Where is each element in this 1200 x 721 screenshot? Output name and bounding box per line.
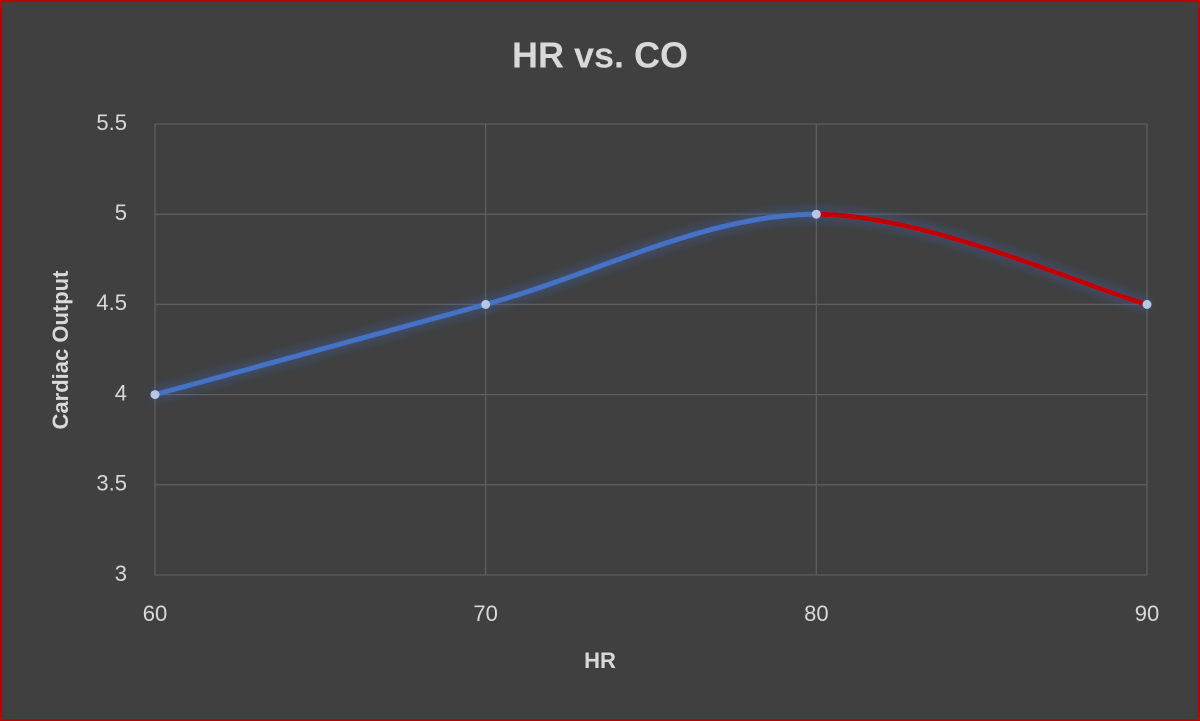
- y-tick-label: 3.5: [96, 471, 127, 496]
- y-tick-label: 5.5: [96, 110, 127, 135]
- x-tick-label: 80: [804, 601, 828, 626]
- data-point: [481, 299, 491, 309]
- data-point: [150, 390, 160, 400]
- x-axis-label: HR: [584, 648, 616, 673]
- x-tick-label: 70: [473, 601, 497, 626]
- data-point: [811, 209, 821, 219]
- y-axis-label: Cardiac Output: [48, 270, 73, 430]
- y-tick-label: 5: [115, 200, 127, 225]
- line-segment: [483, 211, 819, 307]
- line-segment: [152, 301, 489, 398]
- x-tick-label: 90: [1135, 601, 1159, 626]
- data-point: [1142, 299, 1152, 309]
- line-segment: [813, 211, 1150, 307]
- x-tick-label: 60: [143, 601, 167, 626]
- y-tick-label: 4: [115, 380, 127, 405]
- y-tick-label: 4.5: [96, 290, 127, 315]
- y-tick-label: 3: [115, 561, 127, 586]
- chart-title: HR vs. CO: [512, 35, 688, 76]
